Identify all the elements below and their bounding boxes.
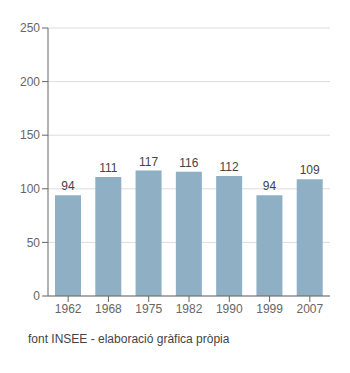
svg-text:250: 250 bbox=[20, 21, 40, 35]
svg-text:1975: 1975 bbox=[135, 302, 162, 316]
svg-text:117: 117 bbox=[139, 155, 158, 169]
svg-text:1999: 1999 bbox=[256, 302, 283, 316]
svg-text:1990: 1990 bbox=[216, 302, 243, 316]
svg-text:100: 100 bbox=[20, 182, 40, 196]
svg-text:150: 150 bbox=[20, 128, 40, 142]
html-text:font INSEE - elaboració gràfic: font INSEE - elaboració gràfica pròpia bbox=[28, 332, 230, 346]
svg-text:2007: 2007 bbox=[297, 302, 324, 316]
svg-text:116: 116 bbox=[179, 156, 198, 170]
svg-text:1982: 1982 bbox=[176, 302, 203, 316]
svg-text:0: 0 bbox=[33, 289, 40, 303]
svg-text:111: 111 bbox=[99, 161, 118, 175]
svg-text:112: 112 bbox=[220, 160, 239, 174]
svg-text:50: 50 bbox=[27, 236, 41, 250]
svg-text:94: 94 bbox=[263, 179, 277, 193]
svg-text:200: 200 bbox=[20, 75, 40, 89]
svg-text:1962: 1962 bbox=[55, 302, 82, 316]
svg-text:1968: 1968 bbox=[95, 302, 122, 316]
svg-text:94: 94 bbox=[61, 179, 75, 193]
svg-text:109: 109 bbox=[300, 163, 320, 177]
